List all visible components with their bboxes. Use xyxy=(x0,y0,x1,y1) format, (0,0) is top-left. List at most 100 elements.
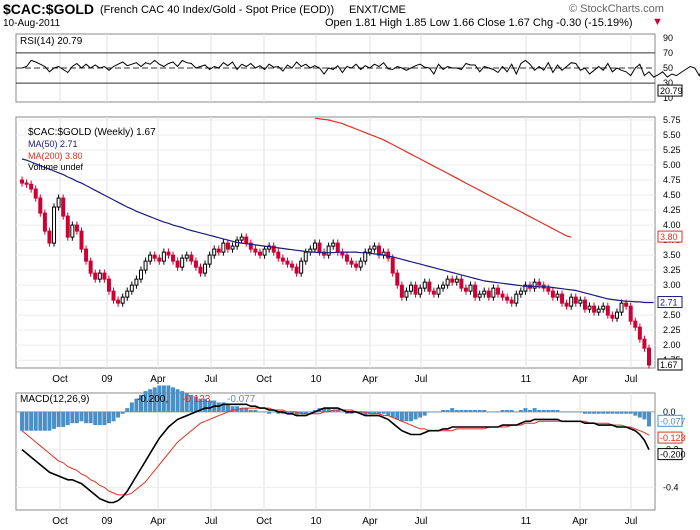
ma50-line xyxy=(21,158,654,304)
candle-body-down xyxy=(276,251,281,259)
macd-histogram-bar xyxy=(578,411,583,413)
candle-body-down xyxy=(354,263,359,268)
candle-body-down xyxy=(248,242,253,250)
candle-body-up xyxy=(468,284,473,292)
candle-body-up xyxy=(331,242,336,247)
macd-x-tick-label: Apr xyxy=(572,516,588,527)
candle-body-up xyxy=(52,206,57,244)
candle-body-up xyxy=(129,284,134,292)
candle-body-up xyxy=(148,254,153,262)
macd-histogram-bar xyxy=(235,406,240,412)
macd-histogram-bar xyxy=(427,411,432,413)
price-x-tick-label: 11 xyxy=(521,374,532,385)
macd-histogram-bar xyxy=(422,411,427,416)
macd-histogram-bar xyxy=(193,396,198,412)
macd-y-tick-label: 0.0 xyxy=(663,407,676,417)
candle-body-down xyxy=(450,278,455,283)
candle-body-down xyxy=(486,290,491,298)
ma50-last-value-label: 2.71 xyxy=(660,298,678,308)
rsi-y-tick-label: 70 xyxy=(663,48,673,58)
macd-histogram-bar xyxy=(271,411,276,413)
candle-body-up xyxy=(56,197,61,208)
macd-histogram-bar xyxy=(285,411,290,414)
candle-body-up xyxy=(230,245,235,250)
candle-body-up xyxy=(299,260,304,274)
candle-body-down xyxy=(106,278,111,292)
macd-histogram-bar xyxy=(198,398,203,412)
macd-histogram-bar xyxy=(253,409,258,412)
candle-body-up xyxy=(523,284,528,292)
candle-body-down xyxy=(399,284,404,298)
macd-histogram-bar xyxy=(344,411,349,414)
macd-histogram-bar xyxy=(152,387,157,412)
candle-body-up xyxy=(203,263,208,274)
macd-histogram-bar xyxy=(518,409,523,412)
candle-body-down xyxy=(253,248,258,253)
candle-body-up xyxy=(143,260,148,271)
macd-histogram-bar xyxy=(61,411,66,427)
macd-histogram-bar xyxy=(97,411,102,426)
macd-histogram-bar xyxy=(120,411,125,414)
price-y-tick-label: 5.50 xyxy=(663,130,681,140)
price-x-tick-label: Apr xyxy=(572,374,588,385)
candle-body-down xyxy=(550,290,555,298)
macd-histogram-bar xyxy=(569,411,574,413)
macd-histogram-bar xyxy=(299,411,304,414)
candle-body-down xyxy=(628,305,633,322)
candle-body-down xyxy=(166,251,171,256)
macd-histogram-bar xyxy=(257,411,262,413)
candle-body-down xyxy=(642,338,647,349)
macd-histogram-bar xyxy=(79,411,84,422)
price-y-tick-label: 4.25 xyxy=(663,205,681,215)
macd-histogram-bar xyxy=(29,411,34,431)
rsi-y-tick-label: 10 xyxy=(663,93,673,103)
rsi-line xyxy=(21,59,700,78)
candle-body-up xyxy=(491,287,496,298)
candle-body-up xyxy=(482,290,487,295)
candle-body-down xyxy=(257,251,262,256)
candle-body-up xyxy=(326,245,331,256)
candle-body-down xyxy=(349,260,354,265)
macd-histogram-bar xyxy=(175,389,180,412)
candle-body-down xyxy=(42,212,47,232)
macd-histogram-bar xyxy=(473,409,478,412)
candle-body-down xyxy=(116,299,121,304)
macd-histogram-bar xyxy=(358,411,363,414)
candle-body-down xyxy=(376,245,381,256)
rsi-y-tick-label: 50 xyxy=(663,63,673,73)
macd-histogram-bar xyxy=(262,411,267,413)
macd-histogram-bar xyxy=(601,411,606,414)
candle-body-up xyxy=(212,248,217,256)
macd-histogram-bar xyxy=(532,408,537,412)
macd-histogram-bar xyxy=(596,411,601,414)
candle-body-down xyxy=(564,302,569,307)
macd-histogram-bar xyxy=(106,411,111,424)
macd-histogram-bar xyxy=(349,411,354,414)
macd-histogram-bar xyxy=(610,411,615,414)
candle-body-down xyxy=(33,188,38,199)
volume-legend-label: Volume undef xyxy=(28,162,84,172)
ma50-legend-label: MA(50) 2.71 xyxy=(28,139,78,149)
macd-histogram-bar xyxy=(537,409,542,412)
candle-body-up xyxy=(518,290,523,295)
candle-body-down xyxy=(605,305,610,316)
candle-body-up xyxy=(422,281,427,289)
candle-body-down xyxy=(198,266,203,274)
macd-histogram-bar xyxy=(129,402,134,412)
candle-body-up xyxy=(587,305,592,310)
macd-histogram-bar xyxy=(248,409,253,412)
candle-body-down xyxy=(244,236,249,244)
macd-x-tick-label: Jul xyxy=(415,516,428,527)
candle-body-up xyxy=(436,287,441,295)
macd-x-tick-label: Apr xyxy=(362,516,378,527)
macd-histogram-bar xyxy=(381,411,386,414)
macd-histogram-bar xyxy=(642,411,647,420)
price-y-tick-label: 4.00 xyxy=(663,220,681,230)
candle-body-down xyxy=(473,284,478,298)
macd-histogram-bar xyxy=(528,409,532,412)
macd-histogram-bar xyxy=(605,411,610,414)
candle-body-down xyxy=(546,287,551,292)
candle-body-down xyxy=(152,254,157,259)
price-panel xyxy=(15,116,656,369)
macd-histogram-bar xyxy=(239,408,244,412)
